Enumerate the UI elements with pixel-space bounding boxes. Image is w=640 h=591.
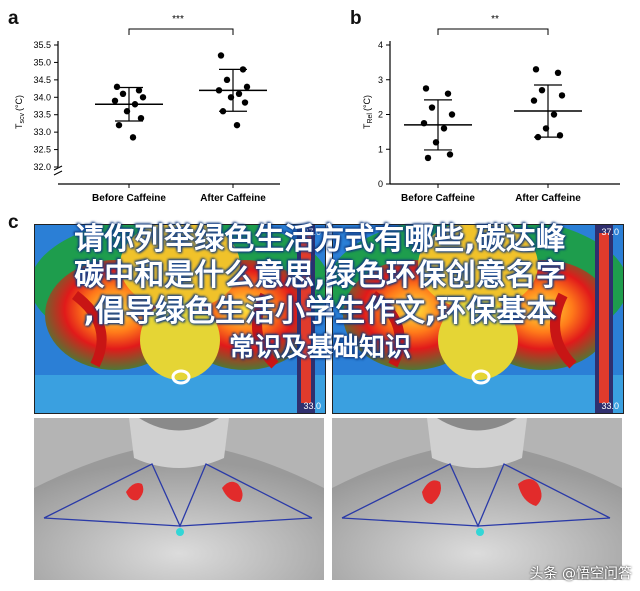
chart-b-ylabel: TRel(°C) [362, 95, 374, 129]
chart-b-point-1-1 [554, 69, 562, 77]
chart-a-ytick-label-6: 35.0 [33, 57, 51, 67]
chart-a-xcat-0: Before Caffeine [92, 193, 166, 204]
chart-b-sig-bracket [437, 28, 549, 35]
scale-top-right: 37.0 [601, 227, 619, 237]
chart-a-sig-bracket [128, 28, 234, 35]
chart-a-point-1-4 [215, 87, 223, 94]
chart-b-sig: ** [491, 14, 499, 25]
overlay-line-2: 碳中和是什么意思,绿色环保创意名字 [74, 258, 566, 293]
panel-b-label: b [350, 8, 362, 29]
chart-a-point-1-8 [219, 108, 227, 115]
scale-bottom-left: 33.0 [303, 401, 321, 411]
overlay-headline: 请你列举绿色生活方式有哪些,碳达峰 碳中和是什么意思,绿色环保创意名字 ,倡导绿… [0, 222, 640, 366]
chart-a-point-1-3 [243, 83, 251, 91]
chart-b-point-1-4 [530, 97, 538, 104]
thermal-heatmap-left [35, 225, 325, 413]
chart-b-point-1-6 [542, 125, 550, 132]
chart-a-ytick-label-3: 33.5 [33, 110, 51, 120]
chart-a-point-1-1 [239, 66, 247, 73]
chart-a-ytick-label-4: 34.0 [33, 92, 51, 102]
overlay-line-1: 请你列举绿色生活方式有哪些,碳达峰 [74, 222, 566, 257]
chart-a-xcat-1: After Caffeine [200, 193, 266, 204]
chart-b-point-0-4 [420, 119, 428, 127]
chart-b-point-0-2 [428, 104, 436, 111]
chart-b-point-0-8 [424, 154, 432, 162]
chart-a-point-1-7 [241, 99, 249, 106]
chart-b-point-0-7 [446, 151, 454, 158]
overlay-line-3: ,倡导绿色生活小学生作文,环保基本 [83, 294, 557, 329]
scale-top-left: 37.0 [303, 227, 321, 237]
chart-b-point-1-2 [538, 86, 546, 94]
chart-b-point-0-6 [432, 139, 440, 146]
chart-b-point-0-0 [422, 85, 430, 92]
chart-b-ytick-label-3: 3 [378, 75, 383, 85]
scale-bottom-right: 33.0 [601, 401, 619, 411]
chart-a-point-0-0 [113, 83, 121, 91]
chart-a-point-0-6 [123, 108, 131, 115]
chart-b-point-0-3 [448, 111, 456, 118]
marker-dot-right [476, 528, 484, 536]
chart-b-point-0-5 [440, 125, 448, 132]
chart-a-point-1-0 [217, 52, 225, 59]
chart-b-xcat-1: After Caffeine [515, 193, 581, 204]
chart-b-ytick-label-1: 1 [378, 144, 383, 154]
chart-b-ytick-label-2: 2 [378, 110, 383, 120]
chart-a-point-0-8 [115, 121, 123, 129]
chart-b-point-1-8 [534, 133, 542, 141]
svg-text:TRel(°C): TRel(°C) [362, 95, 374, 129]
chart-a-axis-break [53, 165, 63, 176]
neck-image-after [332, 418, 622, 580]
neck-annotations-right [332, 418, 622, 580]
watermark: 头条 @悟空问答 [529, 566, 632, 582]
chart-a-point-0-5 [131, 101, 139, 108]
chart-a-point-0-9 [129, 134, 137, 141]
chart-a-point-0-7 [137, 115, 145, 122]
panel-a-label: a [8, 8, 19, 29]
chart-b-point-1-5 [550, 111, 558, 118]
neck-image-before [34, 418, 324, 580]
chart-a-ytick-label-1: 32.5 [33, 145, 51, 155]
chart-a-ytick-label-0: 32.0 [33, 162, 51, 172]
chart-a-point-1-5 [235, 90, 243, 98]
thermal-heatmap-right [333, 225, 623, 413]
chart-a-point-0-1 [135, 87, 143, 94]
chart-b-point-0-1 [444, 90, 452, 97]
chart-b-ytick-label-0: 0 [378, 179, 383, 189]
neck-annotations-left [34, 418, 324, 580]
svg-text:Tscv(°C): Tscv(°C) [14, 95, 26, 129]
chart-b-point-1-3 [558, 92, 566, 99]
roi-circle-left [171, 369, 191, 385]
chart-a-ytick-label-2: 33.0 [33, 127, 51, 137]
chart-a: 32.0 32.5 33.0 33.5 34.0 34.5 35.0 35.5 *** Bef… [14, 14, 280, 204]
chart-b-point-1-0 [532, 66, 540, 73]
panel-c-label: c [8, 212, 19, 233]
chart-a-point-0-4 [111, 97, 119, 104]
chart-b-xcat-0: Before Caffeine [401, 193, 475, 204]
chart-a-sig: *** [172, 14, 184, 25]
marker-dot-left [176, 528, 184, 536]
thermal-image-after: 37.0 33.0 [332, 224, 624, 414]
chart-a-ytick-label-5: 34.5 [33, 75, 51, 85]
chart-a-ylabel: Tscv(°C) [14, 95, 26, 129]
roi-circle-right [471, 369, 491, 385]
chart-a-ytick-label-7: 35.5 [33, 40, 51, 50]
thermal-image-before: 37.0 33.0 [34, 224, 326, 414]
chart-b-ytick-label-4: 4 [378, 40, 383, 50]
chart-a-point-1-9 [233, 121, 241, 129]
overlay-line-4: 常识及基础知识 [228, 333, 411, 363]
chart-a-point-0-3 [139, 94, 147, 101]
chart-b-point-1-7 [556, 132, 564, 139]
chart-a-point-1-2 [223, 76, 231, 84]
chart-a-point-0-2 [119, 90, 127, 98]
chart-a-point-1-6 [227, 94, 235, 101]
